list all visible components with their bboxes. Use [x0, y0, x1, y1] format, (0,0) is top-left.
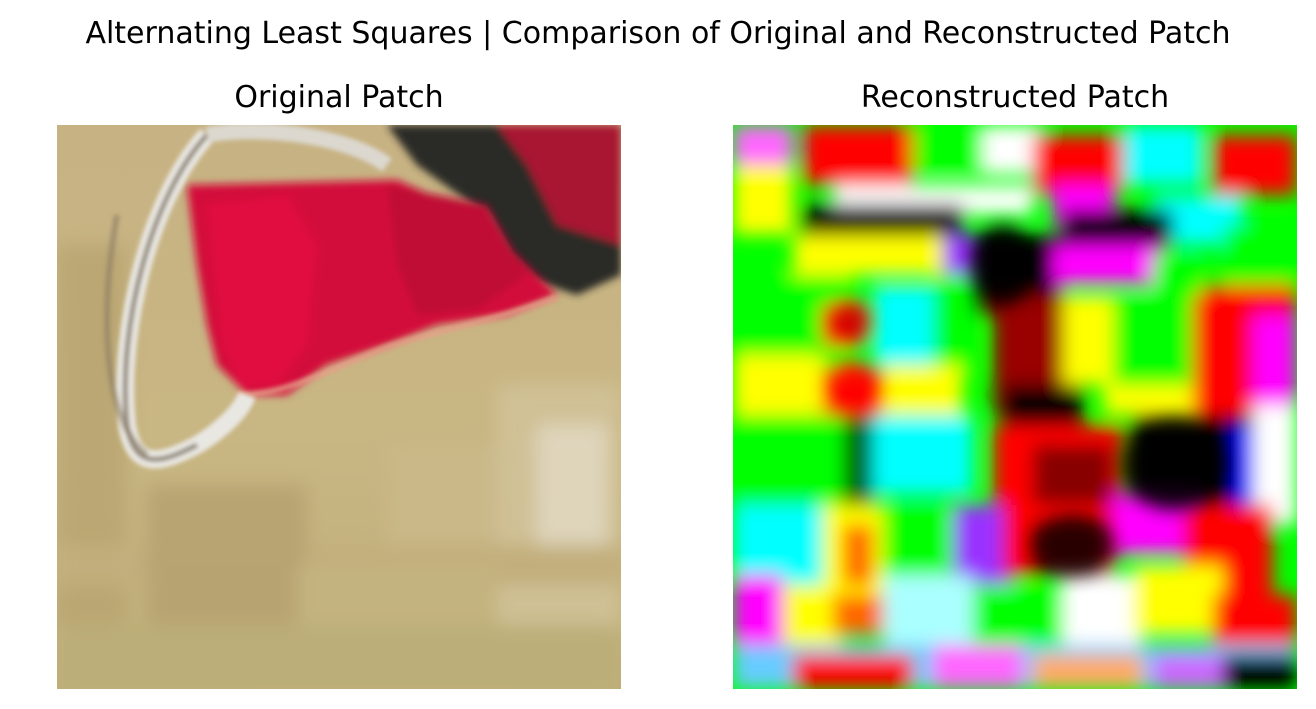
figure-suptitle: Alternating Least Squares | Comparison o… [85, 16, 1231, 51]
original-patch-title: Original Patch [234, 80, 444, 115]
original-patch-image [57, 125, 621, 689]
reconstructed-patch-title: Reconstructed Patch [860, 80, 1170, 115]
reconstructed-patch-image [733, 125, 1297, 689]
